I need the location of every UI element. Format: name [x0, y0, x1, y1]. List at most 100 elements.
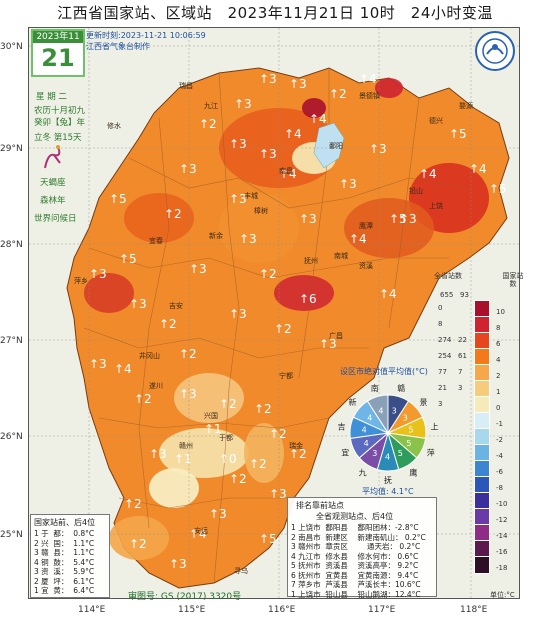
- legend-threshold: -1: [496, 420, 503, 428]
- pie-city-label: 吉: [337, 422, 345, 431]
- legend-threshold: -2: [496, 436, 503, 444]
- pie-city-label: 九: [359, 469, 367, 478]
- station-value: ↑3: [369, 142, 387, 156]
- legend-count-all: 3: [438, 400, 443, 408]
- city-label: 南昌: [279, 166, 293, 175]
- station-value: ↑4: [359, 72, 377, 86]
- city-label: 瑞昌: [179, 81, 193, 90]
- legend-threshold: -8: [496, 484, 503, 492]
- city-label: 铅山: [409, 186, 423, 195]
- city-label: 上饶: [429, 201, 443, 210]
- station-value: ↑2: [329, 87, 347, 101]
- station-value: ↑3: [259, 72, 277, 86]
- lon-label: 117°E: [368, 605, 396, 615]
- legend-threshold: -18: [496, 564, 508, 572]
- pie-title: 设区市绝对值平均值(°C): [340, 367, 428, 376]
- station-value: ↑6: [299, 292, 317, 306]
- station-value: ↑5: [259, 532, 277, 546]
- station-value: ↑3: [89, 267, 107, 281]
- legend-unit: 单位:°C: [490, 591, 515, 599]
- lat-label: 29°N: [0, 144, 23, 154]
- legend-count-all: 8: [438, 320, 443, 328]
- city-label: 丰城: [244, 191, 258, 200]
- station-value: ↑3: [189, 262, 207, 276]
- station-value: ↑2: [249, 457, 267, 471]
- station-value: ↑3: [259, 147, 277, 161]
- pie-average: 平均值: 4.1°C: [362, 487, 414, 496]
- station-value: ↑3: [209, 507, 227, 521]
- national-station-row: 2 厦 坪： 6.1°C: [34, 576, 95, 586]
- station-value: ↑3: [149, 447, 167, 461]
- station-value: ↑3: [129, 297, 147, 311]
- temperature-legend: 10 0 8 8 6 274 22 4 254 61 2 77 7 1 21 3 0 3 -1 -2 -4 -6 -8 -10…: [430, 300, 520, 580]
- station-value: ↑3: [299, 212, 317, 226]
- scorpio-icon: [40, 143, 66, 173]
- city-label: 瑞金: [289, 441, 303, 450]
- top-station-row: 6 抚州市 宜黄县 宜黄南源： 9.4°C: [291, 570, 419, 580]
- map-frame: ↑3 ↑3 ↑2 ↑4 ↑3 ↑4 ↑2 ↑4 ↑3 ↑3 ↑5 ↑4 ↑3 ↑4 ↑3 ↑5 ↑3 ↑4 ↑5 ↑3…: [28, 27, 520, 599]
- national-station-row: 2 兴 国： 1.1°C: [34, 538, 95, 548]
- station-value: ↑3: [229, 307, 247, 321]
- pie-city-label: 萍: [427, 448, 435, 458]
- city-label: 萍乡: [74, 276, 88, 285]
- calendar-day: 21: [41, 44, 75, 72]
- station-value: ↑2: [219, 397, 237, 411]
- station-value: ↑5: [489, 182, 507, 196]
- top-station-row: 4 九江市 修水县 修水何市： 0.6°C: [291, 551, 419, 561]
- station-value: ↑3: [234, 97, 252, 111]
- pie-city-label: 南: [371, 383, 379, 393]
- legend-col2-total: 93: [460, 291, 469, 299]
- top-stations-box: 排名靠前站点 全省观测站点、后4位 1 上饶市 鄱阳县 鄱阳团林：-2.8°C 2…: [287, 497, 437, 599]
- station-value: ↑2: [179, 347, 197, 361]
- city-label: 九江: [204, 101, 218, 110]
- legend-count-national: 3: [458, 384, 463, 392]
- pie-city-label: 新: [348, 397, 356, 407]
- station-value: ↑3: [179, 162, 197, 176]
- station-value: ↑2: [159, 317, 177, 331]
- lunar-date: 农历十月初九: [34, 106, 86, 116]
- station-value: ↑2: [124, 497, 142, 511]
- station-value: ↑4: [349, 232, 367, 246]
- legend-threshold: 4: [496, 356, 501, 364]
- pie-city-label: 景: [420, 398, 428, 407]
- legend-swatch: [474, 556, 490, 574]
- pie-value: 5: [408, 426, 413, 435]
- city-label: 资溪: [359, 261, 373, 270]
- station-value: ↑4: [114, 362, 132, 376]
- city-label: 安远: [194, 526, 208, 535]
- city-label: 寻乌: [234, 566, 248, 575]
- station-value: ↑4: [379, 287, 397, 301]
- pie-value: 4: [362, 426, 367, 435]
- city-average-pie: 3 赣 3 景 5 上 5 萍 5 鹰 4 抚 3 九 4 宜 4 吉 4 新 4 南: [333, 378, 443, 488]
- top-station-row: 5 抚州市 资溪县 资溪高亭： 9.2°C: [291, 561, 419, 570]
- ganzhi-year: 癸卯【兔】年: [34, 118, 86, 128]
- legend-col1-header: 全省站数: [434, 272, 462, 280]
- city-label: 新余: [209, 231, 223, 240]
- lon-label: 114°E: [78, 605, 106, 615]
- pie-slice: [366, 394, 389, 435]
- constellation: 天蝎座: [40, 178, 66, 188]
- station-value: ↑2: [134, 392, 152, 406]
- lat-label: 30°N: [0, 42, 23, 52]
- meteorological-logo-icon: [474, 30, 516, 72]
- city-label: 宜春: [149, 236, 163, 245]
- pie-value: 5: [406, 439, 411, 448]
- pie-city-label: 抚: [384, 475, 392, 485]
- station-value: ↑2: [129, 537, 147, 551]
- pie-value: 4: [378, 406, 383, 415]
- legend-threshold: 8: [496, 324, 501, 332]
- national-station-row: 4 铜 鼓： 5.4°C: [34, 557, 95, 567]
- national-stations-box: 国家站前、后4位 1 于 都： 0.8°C 2 兴 国： 1.1°C 3 赣 县： …: [30, 514, 110, 598]
- top-station-row: 1 上饶市 鄱阳县 鄱阳团林：-2.8°C: [291, 523, 419, 532]
- station-value: ↑3: [179, 387, 197, 401]
- legend-threshold: 0: [496, 404, 501, 412]
- weekday: 星 期 二: [36, 92, 67, 102]
- top-box-subheader: 全省观测站点、后4位: [316, 512, 394, 521]
- station-value: ↑3: [399, 212, 417, 226]
- legend-threshold: -4: [496, 452, 503, 460]
- legend-threshold: -12: [496, 516, 508, 524]
- lon-label: 115°E: [178, 605, 206, 615]
- city-label: 井冈山: [139, 351, 160, 360]
- lat-label: 28°N: [0, 240, 23, 250]
- pie-value: 4: [385, 453, 390, 462]
